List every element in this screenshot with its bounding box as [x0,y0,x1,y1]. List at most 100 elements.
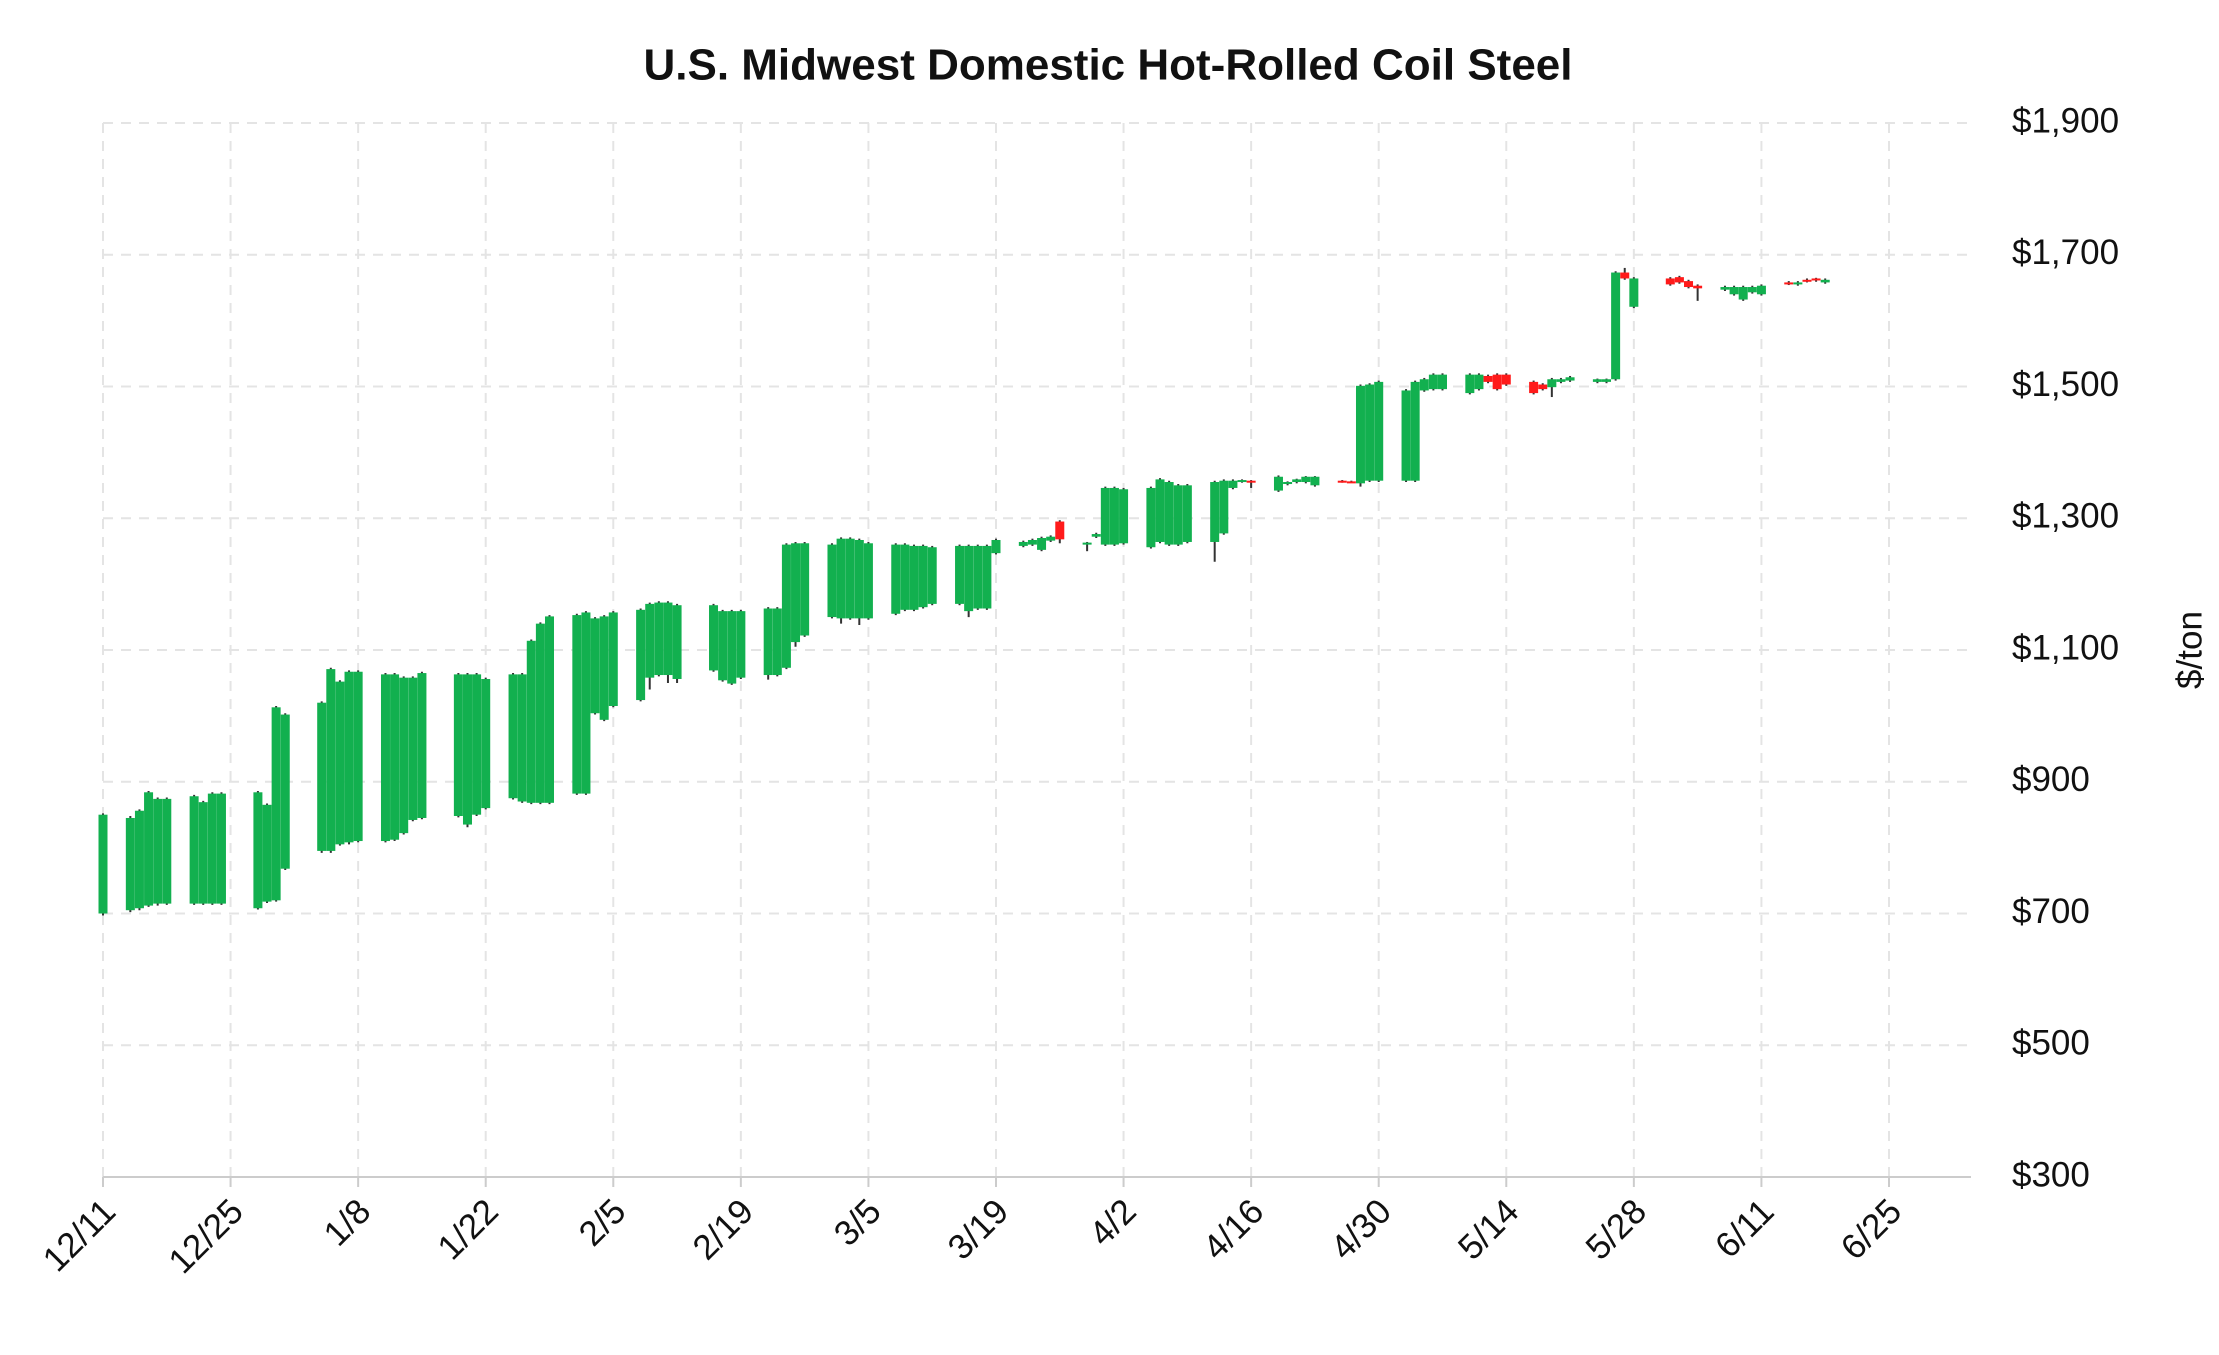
candle-body [1538,384,1548,390]
candle-body [608,612,618,706]
candle-body [1474,374,1484,390]
candle-body [636,609,646,701]
candle-body [125,817,135,911]
candle-body [781,544,791,668]
candle-body [1492,374,1502,390]
candle-body [1037,538,1047,550]
candle-body [1820,279,1830,283]
candle-body [216,793,226,904]
candle-body [1365,384,1375,481]
candle-body [927,547,937,604]
candle-body [1693,285,1703,289]
candle-body [1182,485,1192,542]
candle-body [663,602,673,676]
candle-body [1684,281,1694,288]
candle-body [253,792,263,909]
candle-body [909,545,919,610]
candle-body [1720,287,1730,290]
candle-body [955,545,965,604]
candle-body [900,544,910,610]
x-tick-label: 3/19 [940,1192,1016,1268]
candle-body [481,678,491,809]
candle-body [1529,381,1539,394]
candle-body [672,605,682,679]
x-tick-label: 6/11 [1708,1192,1782,1266]
candle-body [1410,381,1420,481]
candle-body [1602,379,1612,382]
candle-body [1100,487,1110,545]
candle-body [262,804,272,902]
candle-body [1346,481,1356,484]
candle-body [1592,379,1602,382]
candle-body [271,707,281,901]
candle-body [1547,379,1557,388]
candle-body [1173,485,1183,545]
candle-body [791,543,801,643]
x-tick-label: 1/8 [316,1192,378,1254]
candle-body [1811,278,1821,281]
y-tick-label: $700 [2012,892,2090,931]
candle-body [453,674,463,817]
y-tick-label: $1,900 [2012,101,2119,140]
candle-body [863,543,873,619]
candle-body [1501,374,1511,385]
y-tick-label: $300 [2012,1155,2090,1194]
candle-body [836,538,846,619]
candle-body [462,674,472,825]
x-tick-label: 4/2 [1082,1192,1144,1254]
candle-body [317,702,327,851]
candle-body [1401,390,1411,481]
candle-body [891,544,901,614]
candle-body [1292,479,1302,483]
candle-body [1802,279,1812,282]
candle-body [590,618,600,714]
candle-body [1611,272,1621,380]
candle-body [854,539,864,619]
candle-body [1219,480,1229,534]
candle-body [1620,272,1630,279]
candle-body [1210,482,1220,542]
candle-body [335,681,345,845]
candle-body [1465,374,1475,394]
candle-body [1310,476,1320,486]
candle-body [1155,479,1165,542]
candle-body [763,608,773,676]
candle-body [1091,534,1101,537]
candle-body [982,545,992,609]
candle-body [727,611,737,684]
x-tick-label: 12/11 [36,1192,124,1280]
y-tick-label: $1,500 [2012,365,2119,404]
candle-body [544,616,554,803]
candle-body [581,612,591,794]
x-tick-label: 6/25 [1833,1192,1909,1268]
x-tick-label: 2/5 [571,1192,633,1254]
y-axis-label: $/ton [2170,611,2209,689]
candle-body [1119,489,1129,544]
candle-body [1565,377,1575,381]
candle-body [198,802,208,904]
candle-body [390,674,400,840]
x-tick-label: 5/14 [1451,1192,1527,1268]
candle-body [98,814,108,914]
candle-body [326,669,336,851]
candle-body [380,674,390,842]
candle-body [1337,480,1347,483]
chart-title: U.S. Midwest Domestic Hot-Rolled Coil St… [643,41,1572,90]
candle-body [144,792,154,906]
candle-body [1374,381,1384,481]
candle-body [408,677,418,820]
candle-body [1046,536,1056,541]
candle-body [800,543,810,636]
candle-body [1109,487,1119,545]
candle-body [1674,277,1684,283]
candle-body [353,671,363,842]
candle-body [207,793,217,904]
candle-body [1273,476,1283,491]
candle-body [1483,375,1493,382]
candle-body [1301,476,1311,483]
candle-body [1729,287,1739,295]
candle-body [654,602,664,676]
candle-body [1665,278,1675,285]
candle-body [1437,374,1447,390]
